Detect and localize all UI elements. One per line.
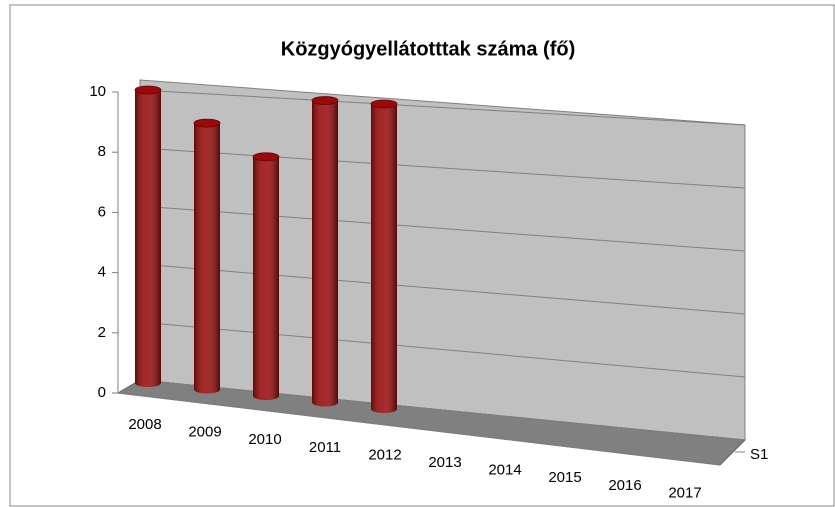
y-tick-label: 0 bbox=[98, 384, 106, 401]
y-tick-label: 2 bbox=[98, 324, 106, 341]
bar-shade bbox=[253, 156, 279, 400]
x-tick-label: 2011 bbox=[309, 439, 341, 456]
grid-line bbox=[139, 147, 746, 189]
bar-top bbox=[193, 118, 221, 128]
x-tick-label: 2017 bbox=[668, 484, 701, 501]
x-tick-label: 2014 bbox=[488, 462, 521, 479]
grid-line bbox=[139, 263, 746, 315]
y-tick-label: 4 bbox=[98, 264, 106, 281]
bar-shade bbox=[371, 104, 397, 413]
bar-shade bbox=[135, 90, 161, 387]
y-tick-label: 8 bbox=[98, 143, 106, 160]
x-tick-label: 2013 bbox=[428, 454, 461, 471]
x-tick-label: 2008 bbox=[128, 416, 161, 433]
bar-top bbox=[134, 85, 162, 95]
bar-top bbox=[252, 152, 280, 162]
bar-top bbox=[370, 99, 398, 109]
grid-line bbox=[139, 379, 746, 441]
legend-label: S1 bbox=[750, 446, 768, 463]
bar-shade bbox=[312, 100, 338, 407]
x-tick-label: 2015 bbox=[548, 469, 581, 486]
back-wall bbox=[139, 79, 746, 441]
y-tick-label: 6 bbox=[98, 203, 106, 220]
bar-top bbox=[311, 96, 339, 105]
x-tick-label: 2012 bbox=[368, 446, 401, 463]
x-tick-label: 2010 bbox=[248, 431, 281, 448]
x-tick-label: 2009 bbox=[188, 424, 221, 441]
grid-line bbox=[139, 321, 746, 378]
y-tick-label: 10 bbox=[89, 83, 106, 100]
x-tick-label: 2016 bbox=[608, 477, 641, 494]
x-axis bbox=[117, 392, 721, 466]
bar-shade bbox=[194, 123, 220, 394]
grid-line bbox=[139, 89, 746, 126]
grid-line bbox=[139, 205, 746, 252]
chart-title: Közgyógyellátotttak száma (fő) bbox=[281, 38, 575, 60]
